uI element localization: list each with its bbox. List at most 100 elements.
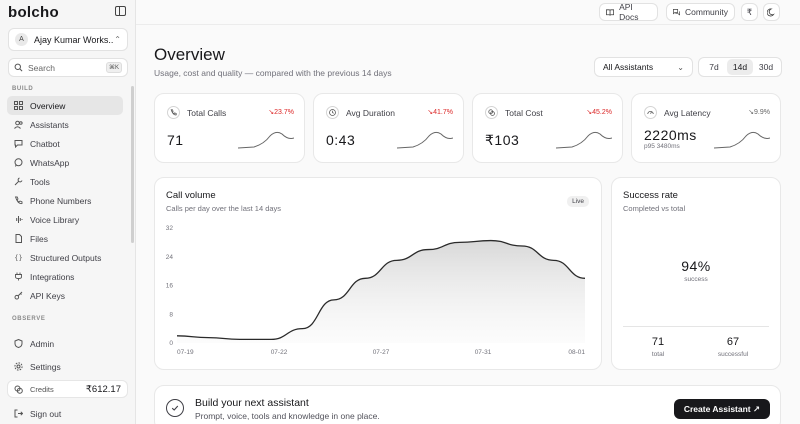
sidebar: bolcho A Ajay Kumar Works... ⌃ Search ⌘K… (0, 0, 136, 424)
community-button[interactable]: Community (666, 3, 735, 21)
sidebar-item-label: Assistants (30, 119, 69, 130)
stat-card-avg-duration: Avg Duration ↘41.7% 0:43 (313, 93, 464, 163)
success-percent-label: success (684, 276, 708, 283)
page-title: Overview (154, 45, 225, 64)
sidebar-item-label: Phone Numbers (30, 195, 92, 206)
sidebar-item-label: Voice Library (30, 214, 80, 225)
sidebar-item-label: Overview (30, 100, 66, 111)
stat-value: 2220ms (644, 127, 697, 143)
call-volume-title: Call volume (166, 190, 216, 201)
create-assistant-button[interactable]: Create Assistant ↗ (674, 399, 770, 419)
range-option-30d[interactable]: 30d (758, 62, 774, 72)
sidebar-item-tools[interactable]: Tools (7, 172, 123, 191)
grid-icon (14, 101, 23, 110)
sparkline (714, 131, 770, 149)
wrench-icon (14, 177, 23, 186)
chat-icon (14, 139, 23, 148)
plug-icon (14, 272, 23, 281)
search-shortcut: ⌘K (105, 62, 122, 73)
sidebar-item-label: Tools (30, 176, 50, 187)
x-tick-label: 07-19 (177, 349, 194, 356)
build-assistant-banner: Build your next assistant Prompt, voice,… (154, 385, 781, 424)
sidebar-item-phone-numbers[interactable]: Phone Numbers (7, 191, 123, 210)
credits-label: Credits (30, 384, 54, 394)
settings-link[interactable]: Settings (7, 357, 123, 376)
sidebar-toggle-icon[interactable] (115, 6, 126, 16)
waveform-icon (14, 215, 23, 224)
chat-bubbles-icon (673, 8, 680, 16)
x-tick-label: 07-22 (271, 349, 288, 356)
sidebar-item-label: Chatbot (30, 138, 60, 149)
assistant-select[interactable]: All Assistants ⌄ (594, 57, 693, 77)
banner-title: Build your next assistant (195, 397, 309, 409)
theme-toggle-button[interactable] (763, 3, 780, 21)
sidebar-item-assistants[interactable]: Assistants (7, 115, 123, 134)
api-docs-button[interactable]: API Docs (599, 2, 658, 22)
stat-card-avg-latency: Avg Latency ↘9.9% 2220ms p95 3480ms (631, 93, 781, 163)
phone-icon (167, 106, 180, 119)
chevron-updown-icon: ⌃ (114, 35, 121, 44)
check-circle-icon (166, 399, 184, 417)
y-tick-label: 8 (169, 311, 173, 318)
successful-count: 67 (726, 336, 740, 348)
range-option-7d[interactable]: 7d (709, 62, 719, 72)
stat-delta: ↘45.2% (586, 109, 612, 116)
y-tick-label: 32 (166, 225, 174, 232)
credits-balance[interactable]: Credits ₹612.17 (7, 380, 128, 398)
sidebar-item-label: Files (30, 233, 48, 244)
stat-label: Avg Latency (664, 108, 711, 118)
api-docs-label: API Docs (619, 2, 639, 22)
sidebar-item-label: Integrations (30, 271, 75, 282)
y-tick-label: 24 (166, 254, 174, 261)
stat-delta: ↘9.9% (748, 109, 770, 116)
assistant-select-value: All Assistants (603, 62, 654, 72)
section-label-build: BUILD (12, 86, 34, 92)
call-volume-card: Call volume Calls per day over the last … (154, 177, 602, 370)
stat-delta: ↘41.7% (427, 109, 453, 116)
sidebar-item-files[interactable]: Files (7, 229, 123, 248)
stat-subvalue: p95 3480ms (644, 143, 680, 150)
success-rate-title: Success rate (623, 190, 678, 201)
search-placeholder: Search (28, 62, 55, 73)
date-range-toggle: 7d 14d 30d (698, 57, 782, 77)
sidebar-item-whatsapp[interactable]: WhatsApp (7, 153, 123, 172)
chart-area-fill (177, 240, 585, 343)
admin-label: Admin (30, 338, 55, 349)
sidebar-item-overview[interactable]: Overview (7, 96, 123, 115)
range-option-14d[interactable]: 14d (727, 59, 753, 75)
moon-icon (767, 8, 775, 16)
banner-subtitle: Prompt, voice, tools and knowledge in on… (195, 411, 380, 421)
sign-out-link[interactable]: Sign out (7, 404, 123, 423)
page-subtitle: Usage, cost and quality — compared with … (154, 68, 392, 78)
workspace-name: Ajay Kumar Works... (34, 34, 115, 45)
sign-out-icon (14, 409, 23, 418)
app-logo[interactable]: bolcho (8, 4, 59, 21)
gear-icon (14, 362, 23, 371)
sidebar-item-structured-outputs[interactable]: {} Structured Outputs (7, 248, 123, 267)
sidebar-item-voice-library[interactable]: Voice Library (7, 210, 123, 229)
topbar-divider (136, 24, 800, 25)
braces-icon: {} (14, 253, 23, 262)
search-input[interactable]: Search ⌘K (8, 58, 128, 77)
coins-icon (14, 385, 23, 394)
stat-card-total-cost: Total Cost ↘45.2% ₹103 (472, 93, 623, 163)
currency-button[interactable]: ₹ (741, 3, 758, 21)
sidebar-item-chatbot[interactable]: Chatbot (7, 134, 123, 153)
x-tick-label: 07-27 (373, 349, 390, 356)
book-icon (606, 8, 615, 16)
search-icon (14, 63, 23, 72)
sidebar-scrollbar[interactable] (131, 86, 134, 243)
file-icon (14, 234, 23, 243)
admin-link[interactable]: Admin (7, 334, 123, 353)
stat-label: Avg Duration (346, 108, 395, 118)
sidebar-item-api-keys[interactable]: API Keys (7, 286, 123, 305)
stat-delta: ↘23.7% (268, 109, 294, 116)
sidebar-item-integrations[interactable]: Integrations (7, 267, 123, 286)
workspace-switcher[interactable]: A Ajay Kumar Works... ⌃ (8, 28, 128, 51)
sidebar-item-label: Structured Outputs (30, 252, 102, 263)
sparkline (397, 131, 453, 149)
stat-value: ₹103 (485, 132, 520, 148)
success-rate-subtitle: Completed vs total (623, 204, 686, 213)
call-volume-chart: 0 8 16 24 32 07-19 07-22 07-27 07-31 08-01 (166, 225, 586, 356)
divider (623, 326, 769, 327)
